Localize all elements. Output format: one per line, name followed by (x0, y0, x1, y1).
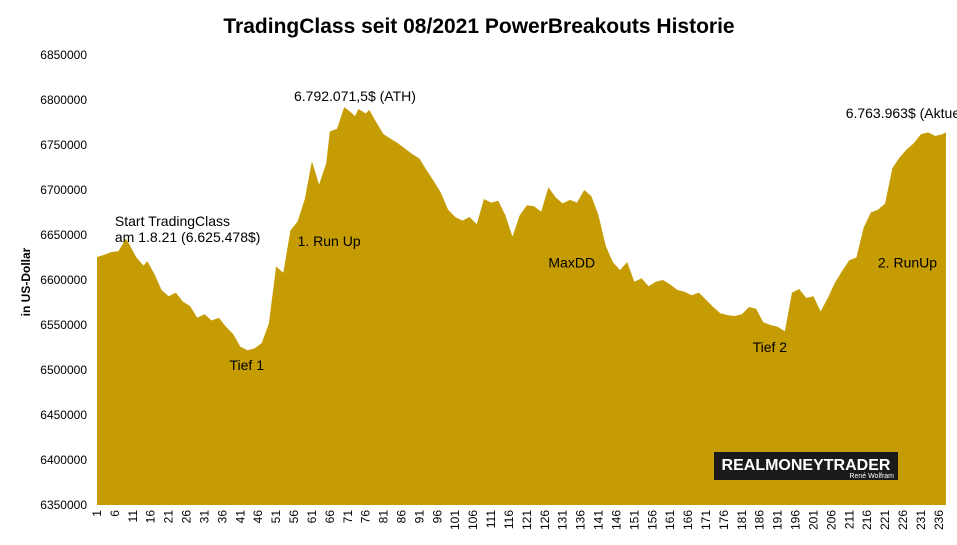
y-tick-label: 6550000 (40, 318, 87, 332)
x-tick-label: 71 (341, 510, 355, 524)
annotation-label: 6.792.071,5$ (ATH) (294, 88, 416, 104)
y-tick-label: 6800000 (40, 93, 87, 107)
y-axis-ticks: 6350000 6400000 6450000 6500000 6550000 66000… (40, 48, 87, 512)
x-tick-label: 61 (305, 510, 319, 524)
x-tick-label: 146 (609, 510, 623, 530)
annotation-label: 2. RunUp (878, 254, 937, 270)
x-tick-label: 201 (807, 510, 821, 530)
y-tick-label: 6500000 (40, 363, 87, 377)
x-tick-label: 166 (681, 510, 695, 530)
x-tick-label: 81 (377, 510, 391, 524)
x-tick-label: 116 (502, 510, 516, 529)
x-tick-label: 26 (180, 510, 194, 524)
x-tick-label: 131 (556, 510, 570, 530)
x-tick-label: 111 (484, 510, 498, 529)
x-tick-label: 31 (198, 510, 212, 524)
y-tick-label: 6450000 (40, 408, 87, 422)
x-tick-label: 171 (699, 510, 713, 530)
watermark-logo: REALMONEYTRADER René Wolfram (714, 452, 898, 480)
x-tick-label: 51 (269, 510, 283, 524)
x-tick-label: 191 (771, 510, 785, 530)
x-tick-label: 126 (538, 510, 552, 530)
x-tick-label: 1 (90, 510, 104, 517)
y-tick-label: 6750000 (40, 138, 87, 152)
annotation-label: Tief 1 (230, 357, 265, 373)
x-tick-label: 221 (878, 510, 892, 530)
x-tick-label: 106 (466, 510, 480, 530)
x-tick-label: 156 (645, 510, 659, 530)
x-tick-label: 226 (896, 510, 910, 530)
x-tick-label: 186 (753, 510, 767, 530)
x-tick-label: 56 (287, 510, 301, 524)
x-tick-label: 176 (717, 510, 731, 530)
chart-title: TradingClass seit 08/2021 PowerBreakouts… (223, 15, 734, 38)
x-tick-label: 121 (520, 510, 534, 530)
x-tick-label: 76 (359, 510, 373, 524)
x-tick-label: 136 (574, 510, 588, 530)
watermark-text: REALMONEYTRADER (722, 457, 891, 474)
y-tick-label: 6850000 (40, 48, 87, 62)
x-tick-label: 196 (789, 510, 803, 530)
x-tick-label: 11 (126, 510, 140, 523)
x-tick-label: 231 (914, 510, 928, 530)
y-tick-label: 6650000 (40, 228, 87, 242)
y-axis-label: in US-Dollar (19, 247, 33, 316)
y-tick-label: 6350000 (40, 498, 87, 512)
x-tick-label: 66 (323, 510, 337, 524)
x-tick-label: 236 (932, 510, 946, 530)
annotation-label: 6.763.963$ (Aktuell) (846, 105, 957, 121)
annotation-label: Start TradingClass (115, 213, 230, 229)
x-tick-label: 141 (592, 510, 606, 530)
annotation-label: Tief 2 (753, 339, 788, 355)
x-tick-label: 151 (627, 510, 641, 530)
x-tick-label: 46 (251, 510, 265, 524)
area-series (97, 107, 946, 505)
watermark-subtext: René Wolfram (849, 473, 894, 480)
x-tick-label: 161 (663, 510, 677, 530)
annotation-label: MaxDD (548, 254, 595, 270)
x-axis-ticks: 1 6 11 16 21 26 31 36 41 46 51 56 61 66 71 76 81 86 91 96 10… (90, 510, 946, 530)
x-tick-label: 16 (144, 510, 158, 524)
annotation-label: am 1.8.21 (6.625.478$) (115, 229, 261, 245)
annotation-label: 1. Run Up (298, 233, 361, 249)
x-tick-label: 41 (233, 510, 247, 524)
x-tick-label: 216 (860, 510, 874, 530)
x-tick-label: 6 (108, 510, 122, 517)
x-tick-label: 181 (735, 510, 749, 530)
y-tick-label: 6700000 (40, 183, 87, 197)
x-tick-label: 36 (215, 510, 229, 524)
x-tick-label: 21 (162, 510, 176, 524)
x-tick-label: 96 (430, 510, 444, 524)
x-tick-label: 211 (842, 510, 856, 529)
y-tick-label: 6400000 (40, 453, 87, 467)
x-tick-label: 206 (824, 510, 838, 530)
y-tick-label: 6600000 (40, 273, 87, 287)
x-tick-label: 86 (395, 510, 409, 524)
x-tick-label: 91 (412, 510, 426, 524)
x-tick-label: 101 (448, 510, 462, 530)
